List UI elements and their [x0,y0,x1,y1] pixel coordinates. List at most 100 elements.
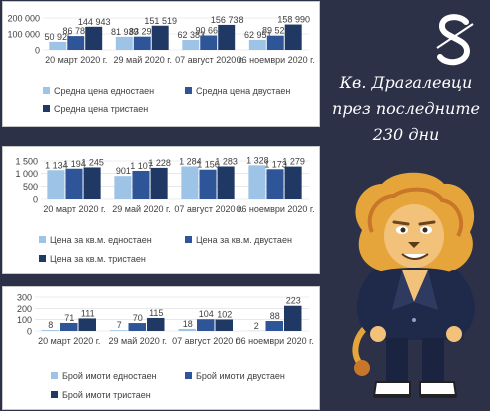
data-label: 62 383 [178,30,206,40]
legend-swatch [43,105,50,112]
bar [146,317,165,331]
s-monogram-logo [436,14,474,66]
data-label: 151 519 [144,16,177,26]
category-label: 07 август 2020 г. [174,204,242,214]
legend-label: Брой имоти едностаен [62,371,157,381]
bar [182,40,200,50]
headline-line-2: през последните [331,99,480,118]
bar [132,170,150,199]
data-label: 62 951 [244,30,272,40]
data-label: 156 738 [211,15,244,25]
bar [49,41,67,50]
headline-line-1: Кв. Драгалевци [339,73,473,92]
legend-swatch [51,391,58,398]
legend-swatch [43,87,50,94]
bar [60,322,78,331]
headline: Кв. Драгалевци през последните 230 дни [326,70,486,148]
data-label: 2 [254,321,259,331]
legend-swatch [39,236,46,243]
legend-swatch [185,372,192,379]
legend-label: Средна цена едностаен [54,86,154,96]
bar [215,319,233,331]
bar [266,169,284,199]
bar [47,170,65,199]
charts-panel: 0 100 000 200 000 50 925 86 786 144 943 20 мар… [0,0,322,411]
legend-label: Средна цена двустаен [196,86,290,96]
bar [248,39,266,50]
legend-swatch [51,372,58,379]
legend-label: Цена за кв.м. двустаен [196,235,292,245]
y-tick-label: 1 500 [15,157,38,167]
data-label: 1 156 [197,160,220,170]
property-count-chart: 0 100 200 300 8 71 111 20 март 2020 г. 7 70 115 29 … [2,286,320,410]
bar [181,166,199,199]
data-label: 1 279 [282,157,305,167]
data-label: 1 245 [81,157,104,167]
average-price-chart: 0 100 000 200 000 50 925 86 786 144 943 20 мар… [2,1,320,127]
data-label: 7 [117,320,122,330]
price-per-sqm-chart: 0 500 1 000 1 500 1 134 1 194 1 245 20 март 202… [2,146,320,274]
y-tick-label: 1 000 [15,169,38,179]
y-tick-label: 100 [17,315,32,325]
data-label: 88 [270,311,280,321]
data-label: 104 [199,309,214,319]
data-label: 8 [48,320,53,330]
bar [151,25,169,50]
y-tick-label: 0 [27,327,32,337]
data-label: 83 291 [129,27,157,37]
legend-label: Брой имоти двустаен [196,371,285,381]
data-label: 1 228 [148,158,171,168]
bar [248,165,266,199]
legend-label: Цена за кв.м. едностаен [50,235,152,245]
category-label: 29 май 2020 г. [109,336,167,346]
y-tick-label: 500 [23,182,38,192]
category-label: 07 август 2020 г. [172,336,240,346]
category-label: 06 ноември 2020 г. [236,204,314,214]
bar [284,166,302,199]
legend-swatch [185,87,192,94]
bar [83,167,101,199]
bar [78,318,96,331]
data-label: 102 [217,309,232,319]
data-label: 50 925 [45,32,73,42]
data-label: 901 [116,166,131,176]
bar [178,328,197,331]
data-label: 71 [64,313,74,323]
data-label: 1 134 [45,160,68,170]
data-label: 89 523 [262,26,290,36]
y-tick-label: 300 [17,293,32,303]
data-label: 111 [81,308,95,318]
bar [115,36,133,50]
y-tick-label: 0 [35,46,40,56]
bar [283,305,302,331]
bar [133,36,151,50]
data-label: 1 328 [246,155,269,165]
bar [265,321,283,331]
data-label: 70 [133,313,143,323]
bar [200,35,218,50]
y-tick-label: 200 000 [7,14,40,24]
bar [218,24,236,50]
category-label: 20 март 2020 г. [38,336,100,346]
data-label: 1 173 [264,159,287,169]
data-label: 223 [286,296,301,306]
bar [199,169,217,199]
data-label: 1 283 [215,156,238,166]
bar [150,167,168,199]
data-label: 158 990 [277,15,310,25]
y-tick-label: 200 [17,304,32,314]
headline-line-3: 230 дни [372,125,440,144]
y-tick-label: 0 [33,195,38,205]
data-label: 144 943 [78,17,111,27]
bar [65,168,83,199]
category-label: 20 март 2020 г. [45,55,107,65]
bar [217,166,235,199]
legend-label: Брой имоти тристаен [62,390,151,400]
bar [128,323,146,331]
data-label: 86 786 [62,26,90,36]
y-tick-label: 100 000 [7,30,40,40]
bar [197,319,215,331]
legend-swatch [185,236,192,243]
